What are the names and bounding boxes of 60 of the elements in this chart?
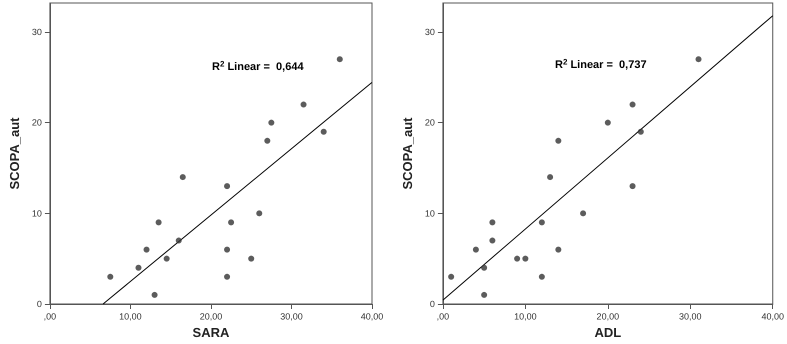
point <box>156 219 162 226</box>
x-tick-label: 40,00 <box>360 312 384 322</box>
x-tick-label: 10,00 <box>119 312 142 322</box>
point <box>555 138 562 144</box>
point <box>144 246 150 253</box>
x-tick-label: 20,00 <box>596 312 620 322</box>
point <box>256 210 262 216</box>
y-tick-label: 20 <box>32 118 42 128</box>
y-axis-title: SCOPA_aut <box>400 116 415 190</box>
point <box>180 174 186 180</box>
x-tick-label: 30,00 <box>679 312 702 322</box>
point <box>472 246 479 253</box>
y-tick-label: 10 <box>424 208 435 218</box>
point <box>176 238 182 244</box>
point <box>135 264 142 271</box>
x-tick-label: 30,00 <box>280 312 303 322</box>
point <box>264 138 270 144</box>
y-tick-label: 0 <box>430 299 435 309</box>
point <box>538 274 545 280</box>
point <box>489 238 496 244</box>
x-tick-label: 10,00 <box>514 312 537 322</box>
point <box>224 183 230 190</box>
point <box>489 219 496 226</box>
point <box>336 56 343 62</box>
x-tick-label: ,00 <box>44 312 56 322</box>
point <box>448 274 454 280</box>
point <box>248 256 254 262</box>
y-tick-label: 30 <box>32 27 42 38</box>
point <box>300 102 307 108</box>
y-tick-label: 30 <box>424 27 435 38</box>
point <box>224 246 230 253</box>
point <box>555 246 562 253</box>
x-axis-title: SARA <box>192 325 230 340</box>
point <box>604 120 611 126</box>
point <box>630 183 636 190</box>
y-tick-label: 20 <box>424 118 435 128</box>
point <box>481 292 488 298</box>
point <box>320 128 327 135</box>
point <box>547 174 554 180</box>
point <box>228 219 234 226</box>
point <box>696 56 702 62</box>
x-axis-title: ADL <box>594 325 622 340</box>
x-tick-label: 40,00 <box>761 312 784 322</box>
x-tick-label: ,00 <box>436 312 450 322</box>
point <box>481 264 488 271</box>
point <box>638 128 644 135</box>
point <box>268 120 274 126</box>
point <box>580 210 586 216</box>
point <box>538 219 545 226</box>
y-tick-label: 10 <box>32 208 42 218</box>
point <box>630 102 636 108</box>
point <box>522 256 528 262</box>
x-tick-label: 20,00 <box>200 312 222 322</box>
y-axis-title: SCOPA_aut <box>7 116 22 190</box>
point <box>164 256 170 262</box>
point <box>514 256 520 262</box>
point <box>224 274 230 280</box>
point <box>107 274 114 280</box>
point <box>152 292 158 298</box>
y-tick-label: 0 <box>36 299 42 309</box>
